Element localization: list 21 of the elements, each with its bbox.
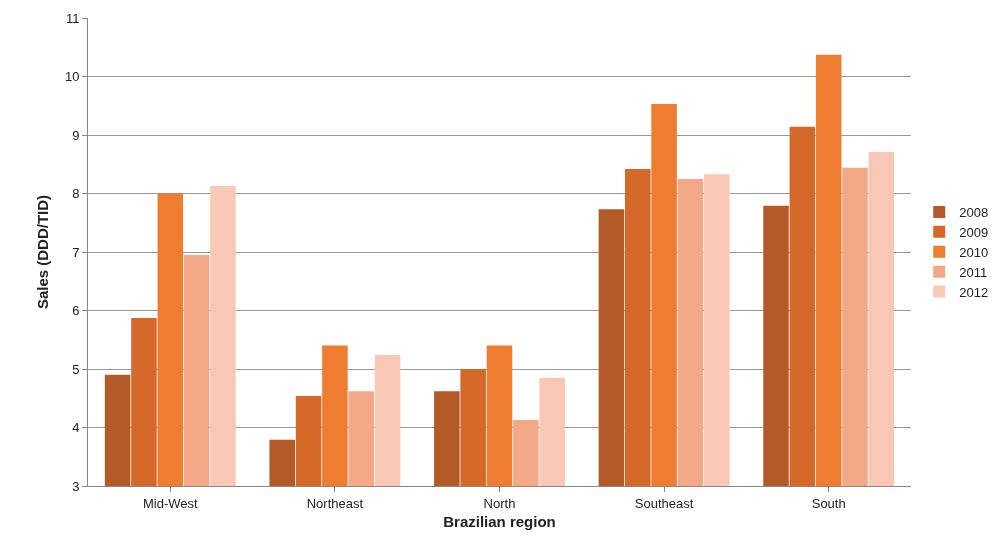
x-tick-label: Southeast	[634, 495, 694, 511]
legend-label: 2011	[959, 264, 988, 280]
x-tick-label: South	[811, 495, 846, 511]
y-tick-label: 8	[72, 186, 80, 202]
y-tick-label: 6	[72, 303, 80, 319]
legend-label: 2010	[959, 244, 989, 260]
y-tick-label: 5	[72, 361, 80, 377]
legend-label: 2008	[959, 205, 989, 221]
y-axis-title: Sales (DDD/TID)	[34, 194, 51, 310]
y-tick-label: 7	[72, 244, 80, 260]
y-tick-label: 9	[72, 127, 80, 143]
y-tick-label: 11	[65, 10, 80, 26]
x-tick-label: Mid-West	[142, 495, 199, 511]
x-tick-label: North	[483, 495, 516, 511]
legend-label: 2009	[959, 224, 989, 240]
y-tick-label: 3	[72, 478, 80, 494]
y-tick-label: 10	[64, 69, 80, 85]
x-axis-title: Brazilian region	[443, 512, 556, 530]
legend-label: 2012	[959, 284, 989, 300]
y-tick-label: 4	[72, 420, 80, 436]
x-tick-label: Northeast	[306, 495, 364, 511]
